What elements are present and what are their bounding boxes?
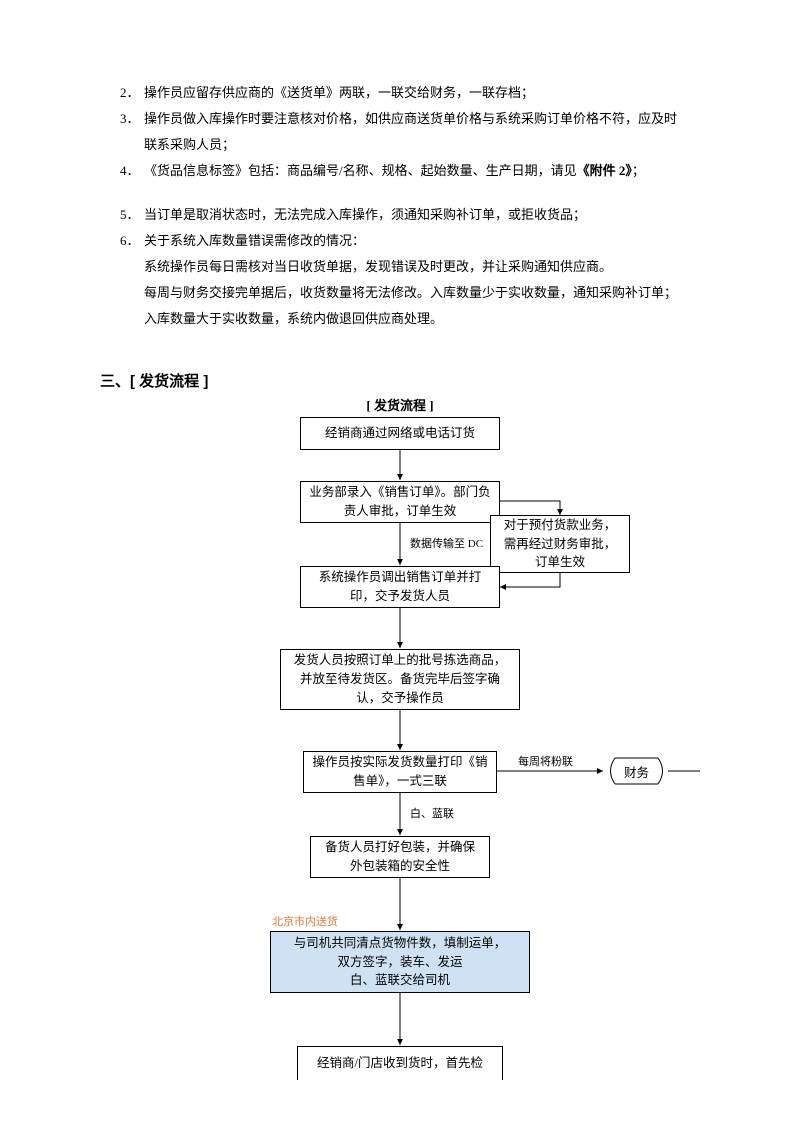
flow-line: 白、蓝联交给司机 bbox=[294, 971, 507, 990]
flow-node-text: 经销商/门店收到货时，首先检 bbox=[317, 1054, 483, 1073]
list-subtext: 每周与财务交接完单据后，收货数量将无法修改。入库数量少于实收数量，通知采购补订单… bbox=[120, 280, 680, 332]
flow-line: 与司机共同清点货物件数，填制运单， bbox=[294, 934, 507, 953]
flow-node-text: 操作员按实际发货数量打印《销售单》，一式三联 bbox=[312, 753, 488, 791]
list-body: 操作员做入库操作时要注意核对价格，如供应商送货单价格与系统采购订单价格不符，应及… bbox=[144, 106, 680, 158]
list-body: 操作员应留存供应商的《送货单》两联，一联交给财务，一联存档； bbox=[144, 80, 680, 106]
flow-node: 系统操作员调出销售订单并打印，交予发货人员 bbox=[300, 566, 500, 608]
flow-node-text: 经销商通过网络或电话订货 bbox=[325, 424, 475, 443]
flow-title: [ 发货流程 ] bbox=[300, 395, 500, 414]
list-item: 4． 《货品信息标签》包括：商品编号/名称、规格、起始数量、生产日期，请见《附件… bbox=[120, 158, 680, 184]
flow-node: 发货人员按照订单上的批号拣选商品，并放至待发货区。备货完毕后签字确认，交予操作员 bbox=[280, 649, 520, 710]
list-item: 2． 操作员应留存供应商的《送货单》两联，一联交给财务，一联存档； bbox=[120, 80, 680, 106]
flow-terminator: 财务 bbox=[605, 757, 668, 785]
numbered-list: 2． 操作员应留存供应商的《送货单》两联，一联交给财务，一联存档； 3． 操作员… bbox=[120, 80, 680, 332]
list-num: 5． bbox=[120, 202, 144, 228]
list-subtext: 系统操作员每日需核对当日收货单据，发现错误及时更改，并让采购通知供应商。 bbox=[120, 254, 680, 280]
flow-node: 业务部录入《销售订单》。部门负责人审批，订单生效 bbox=[300, 481, 500, 523]
flow-node-text: 业务部录入《销售订单》。部门负责人审批，订单生效 bbox=[309, 483, 491, 521]
flow-node-highlight: 与司机共同清点货物件数，填制运单， 双方签字，装车、发运 白、蓝联交给司机 bbox=[270, 931, 530, 993]
list-text: ； bbox=[632, 163, 645, 178]
flow-line: 双方签字，装车、发运 bbox=[294, 953, 507, 972]
section-title: 三、[ 发货流程 ] bbox=[100, 370, 208, 391]
flow-node-text: 对于预付货款业务，需再经过财务审批，订单生效 bbox=[499, 516, 621, 572]
terminator-text: 财务 bbox=[624, 762, 649, 781]
flow-node-text: 备货人员打好包装，并确保外包装箱的安全性 bbox=[319, 838, 481, 876]
list-text: 《货品信息标签》包括：商品编号/名称、规格、起始数量、生产日期，请见 bbox=[144, 163, 577, 178]
list-item: 6． 关于系统入库数量错误需修改的情况： bbox=[120, 228, 680, 254]
edge-label: 数据传输至 DC bbox=[410, 535, 483, 551]
edge-label: 白、蓝联 bbox=[410, 805, 454, 821]
list-body: 当订单是取消状态时，无法完成入库操作，须通知采购补订单，或拒收货品； bbox=[144, 202, 680, 228]
list-item: 5． 当订单是取消状态时，无法完成入库操作，须通知采购补订单，或拒收货品； bbox=[120, 202, 680, 228]
flow-node-text: 与司机共同清点货物件数，填制运单， 双方签字，装车、发运 白、蓝联交给司机 bbox=[294, 934, 507, 990]
list-body: 关于系统入库数量错误需修改的情况： bbox=[144, 228, 680, 254]
flow-node-text: 系统操作员调出销售订单并打印，交予发货人员 bbox=[309, 568, 491, 606]
flow-node: 备货人员打好包装，并确保外包装箱的安全性 bbox=[310, 836, 490, 878]
flow-node: 操作员按实际发货数量打印《销售单》，一式三联 bbox=[303, 751, 497, 793]
list-num: 4． bbox=[120, 158, 144, 184]
edge-label: 每周将粉联 bbox=[518, 753, 573, 769]
list-num: 2． bbox=[120, 80, 144, 106]
list-body: 《货品信息标签》包括：商品编号/名称、规格、起始数量、生产日期，请见《附件 2》… bbox=[144, 158, 680, 184]
flow-node-partial: 经销商/门店收到货时，首先检 bbox=[297, 1046, 503, 1080]
flow-node-text: 发货人员按照订单上的批号拣选商品，并放至待发货区。备货完毕后签字确认，交予操作员 bbox=[289, 651, 511, 707]
flowchart: [ 发货流程 ] 经销商通过网络或电话订货 业务部录入《销售订单》。部门负责人审… bbox=[0, 395, 800, 1135]
flow-side-node: 对于预付货款业务，需再经过财务审批，订单生效 bbox=[490, 515, 630, 573]
flow-node: 经销商通过网络或电话订货 bbox=[300, 417, 500, 450]
list-num: 6． bbox=[120, 228, 144, 254]
annotation-label: 北京市内送货 bbox=[272, 913, 338, 929]
list-item: 3． 操作员做入库操作时要注意核对价格，如供应商送货单价格与系统采购订单价格不符… bbox=[120, 106, 680, 158]
list-bold: 《附件 2》 bbox=[577, 163, 632, 178]
list-num: 3． bbox=[120, 106, 144, 158]
